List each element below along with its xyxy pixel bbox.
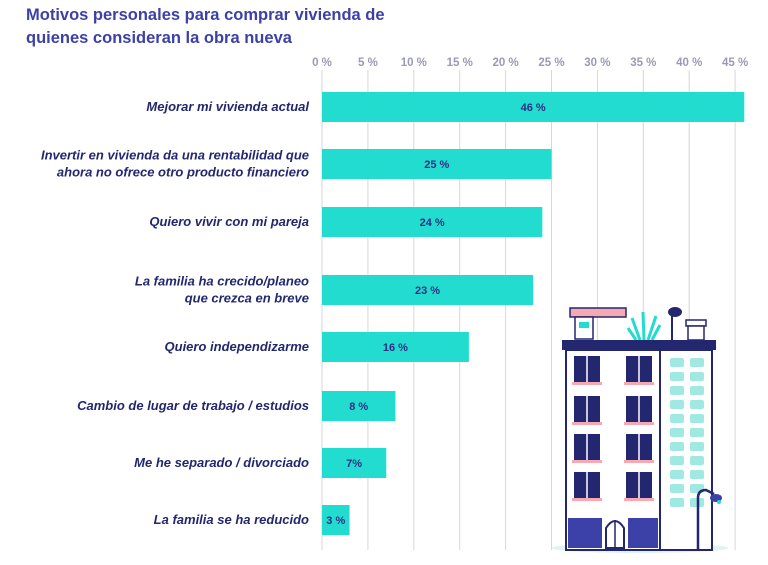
bar-1 (322, 149, 552, 179)
x-tick-label-30: 30 % (584, 57, 610, 69)
bar-value-label-1: 25 % (424, 159, 449, 171)
window-tile (690, 400, 704, 409)
window-tile (670, 414, 684, 423)
x-tick-label-15: 15 % (447, 57, 473, 69)
chart-title-line-2: quienes consideran la obra nueva (26, 29, 292, 47)
x-tick-label-25: 25 % (538, 57, 564, 69)
bar-value-label-2: 24 % (420, 217, 445, 229)
windows-left (572, 356, 654, 501)
bar-6 (322, 448, 387, 478)
window-tile (670, 442, 684, 451)
bar-2 (322, 207, 543, 237)
chart-title-line-1: Motivos personales para comprar vivienda… (26, 6, 385, 24)
window-tile (690, 428, 704, 437)
x-tick-label-10: 10 % (401, 57, 427, 69)
roof (562, 340, 716, 350)
window-tile (670, 456, 684, 465)
category-label-7: La familia se ha reducido (154, 512, 309, 527)
window-tile (670, 372, 684, 381)
x-tick-label-35: 35 % (630, 57, 656, 69)
window-tile (690, 372, 704, 381)
window-tile (690, 456, 704, 465)
plant (626, 311, 662, 341)
bar-4 (322, 332, 469, 362)
bar-value-label-3: 23 % (415, 285, 440, 297)
category-label-3-line-0: La familia ha crecido/planeo (135, 274, 309, 289)
window-tile (690, 470, 704, 479)
balcony (572, 382, 602, 385)
shop-shutter (568, 518, 602, 548)
bar-3 (322, 275, 534, 305)
category-label-1-line-0: Invertir en vivienda da una rentabilidad… (41, 148, 309, 163)
balcony (624, 460, 654, 463)
bar-value-label-4: 16 % (383, 342, 408, 354)
balcony (624, 382, 654, 385)
category-label-5: Cambio de lugar de trabajo / estudios (77, 398, 309, 413)
window-tile (670, 428, 684, 437)
window-tile (670, 386, 684, 395)
balcony (624, 498, 654, 501)
bar-7 (322, 505, 350, 535)
category-label-3-line-1: que crezca en breve (185, 291, 309, 306)
street-lamp (696, 488, 715, 550)
facade-right (659, 349, 713, 551)
x-tick-label-5: 5 % (358, 57, 378, 69)
window-tile (690, 442, 704, 451)
window-tile (670, 470, 684, 479)
x-tick-label-45: 45 % (722, 57, 748, 69)
category-label-2: Quiero vivir con mi pareja (149, 214, 309, 229)
chart-title: Motivos personales para comprar vivienda… (26, 4, 446, 50)
x-tick-label-0: 0 % (312, 57, 332, 69)
x-tick-label-40: 40 % (676, 57, 702, 69)
category-labels: Mejorar mi vivienda actual Invertir en vi… (41, 99, 309, 527)
bar-value-label-5: 8 % (349, 401, 368, 413)
bar-0 (322, 92, 745, 122)
window-tile (670, 358, 684, 367)
window-tile (690, 414, 704, 423)
building-illustration (552, 307, 728, 553)
windows-right (670, 358, 704, 507)
bar-value-label-6: 7% (346, 458, 362, 470)
window-tile (670, 484, 684, 493)
x-axis-ticks: 0 % 5 % 10 % 15 % 20 % 25 % 30 % 35 % 40 % 45 % (312, 57, 748, 69)
x-tick-label-20: 20 % (492, 57, 518, 69)
category-label-6: Me he separado / divorciado (134, 455, 309, 470)
category-label-4: Quiero independizarme (165, 339, 309, 354)
window-tile (670, 400, 684, 409)
window-tile (690, 358, 704, 367)
balcony (572, 460, 602, 463)
category-label-0: Mejorar mi vivienda actual (146, 99, 309, 114)
balcony (572, 498, 602, 501)
bars: 46 % 25 % 24 % 23 % 16 % 8 % 7% 3 % (322, 92, 745, 535)
bar-value-label-0: 46 % (521, 102, 546, 114)
shop-shutter-2 (628, 518, 658, 548)
bar-5 (322, 391, 396, 421)
window-tile (690, 386, 704, 395)
bar-value-label-7: 3 % (326, 515, 345, 527)
balcony (624, 422, 654, 425)
window-tile (670, 498, 684, 507)
category-label-1-line-1: ahora no ofrece otro producto financiero (57, 165, 309, 180)
roof-sign (569, 307, 627, 318)
balcony (572, 422, 602, 425)
